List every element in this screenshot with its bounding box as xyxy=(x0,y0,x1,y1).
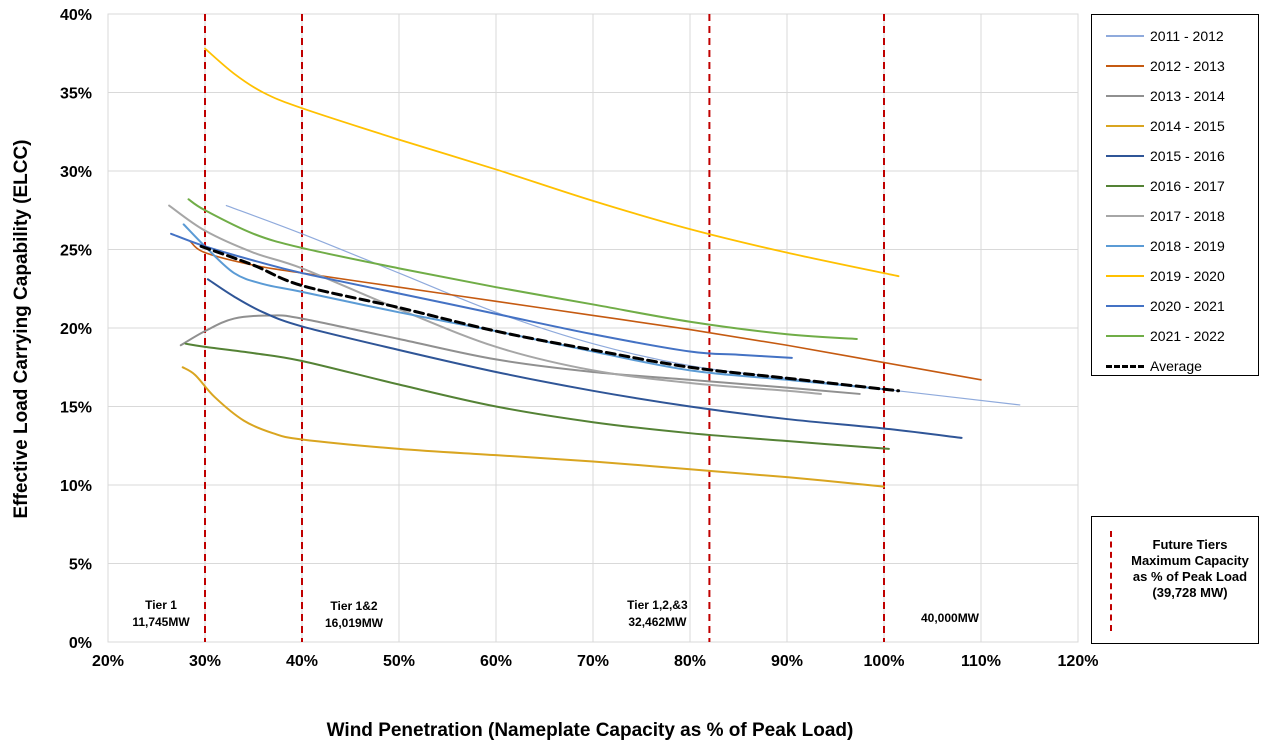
series-line-2015-2016 xyxy=(206,278,963,439)
tier-label: Tier 1&2 xyxy=(330,599,377,613)
tier-label: 32,462MW xyxy=(628,615,687,629)
tier-labels: Tier 1 11,745MW Tier 1&2 16,019MW Tier 1,2,&… xyxy=(132,598,979,630)
tier-label: 40,000MW xyxy=(921,611,980,625)
tier-label: 16,019MW xyxy=(325,616,384,630)
x-tick-label: 110% xyxy=(961,653,1001,670)
legend-item: 2018 - 2019 xyxy=(1092,236,1258,256)
series-line-2016-2017 xyxy=(184,342,890,450)
legend-item: 2020 - 2021 xyxy=(1092,296,1258,316)
legend: 2011 - 2012 2012 - 2013 2013 - 2014 2014 - … xyxy=(1091,14,1259,376)
y-tick-label: 15% xyxy=(60,400,92,417)
legend-swatch xyxy=(1106,35,1144,37)
y-axis-title: Effective Load Carrying Capability (ELCC… xyxy=(11,139,32,518)
tier-legend-dash-swatch xyxy=(1110,531,1112,631)
legend-swatch xyxy=(1106,215,1144,217)
legend-item: 2011 - 2012 xyxy=(1092,26,1258,46)
legend-label: Average xyxy=(1150,358,1202,374)
y-tick-label: 0% xyxy=(69,635,92,652)
legend-swatch xyxy=(1106,125,1144,127)
legend-label: 2016 - 2017 xyxy=(1150,178,1225,194)
legend-swatch xyxy=(1106,365,1144,368)
legend-item: 2014 - 2015 xyxy=(1092,116,1258,136)
legend-swatch xyxy=(1106,65,1144,67)
tier-label: 11,745MW xyxy=(132,615,190,629)
series-line-2013-2014 xyxy=(179,314,861,395)
y-tick-label: 10% xyxy=(60,478,92,495)
tier-legend-line-3: as % of Peak Load xyxy=(1132,569,1248,584)
tier-legend-line-2: Maximum Capacity xyxy=(1131,553,1249,568)
x-tick-label: 90% xyxy=(771,653,803,670)
grid-lines xyxy=(107,13,1079,643)
tier-legend-line-4: (39,728 MW) xyxy=(1152,585,1228,600)
x-tick-label: 40% xyxy=(286,653,318,670)
x-tick-label: 60% xyxy=(480,653,512,670)
x-tick-labels: 20% 30% 40% 50% 60% 70% 80% 90% 100% 110% 120% xyxy=(92,653,1098,670)
legend-swatch xyxy=(1106,335,1144,337)
legend-item: 2012 - 2013 xyxy=(1092,56,1258,76)
legend-label: 2017 - 2018 xyxy=(1150,208,1225,224)
legend-item: 2015 - 2016 xyxy=(1092,146,1258,166)
series-line-average xyxy=(199,244,901,393)
legend-item: 2021 - 2022 xyxy=(1092,326,1258,346)
tier-label: Tier 1,2,&3 xyxy=(627,598,688,612)
y-tick-label: 30% xyxy=(60,164,92,181)
x-tick-label: 80% xyxy=(674,653,706,670)
legend-item: 2017 - 2018 xyxy=(1092,206,1258,226)
x-tick-label: 100% xyxy=(864,653,905,670)
legend-swatch xyxy=(1106,95,1144,97)
series-line-2021-2022 xyxy=(187,198,858,340)
legend-label: 2011 - 2012 xyxy=(1150,28,1224,44)
data-series xyxy=(168,47,1021,488)
tier-lines xyxy=(204,14,885,642)
y-tick-label: 25% xyxy=(60,243,92,260)
y-tick-label: 40% xyxy=(60,7,92,24)
tier-legend: Future Tiers Maximum Capacity as % of Pe… xyxy=(1091,516,1259,644)
tier-legend-text: Future Tiers Maximum Capacity as % of Pe… xyxy=(1126,537,1254,601)
legend-item: 2016 - 2017 xyxy=(1092,176,1258,196)
y-tick-labels: 0% 5% 10% 15% 20% 25% 30% 35% 40% xyxy=(60,7,92,652)
legend-label: 2019 - 2020 xyxy=(1150,268,1225,284)
x-tick-label: 120% xyxy=(1058,653,1099,670)
legend-label: 2014 - 2015 xyxy=(1150,118,1225,134)
y-tick-label: 5% xyxy=(69,557,92,574)
legend-swatch xyxy=(1106,305,1144,307)
y-tick-label: 35% xyxy=(60,86,92,103)
legend-label: 2013 - 2014 xyxy=(1150,88,1225,104)
legend-item: 2019 - 2020 xyxy=(1092,266,1258,286)
tier-label: Tier 1 xyxy=(145,598,177,612)
y-tick-label: 20% xyxy=(60,321,92,338)
series-line-2017-2018 xyxy=(168,204,822,395)
x-tick-label: 50% xyxy=(383,653,415,670)
x-tick-label: 30% xyxy=(189,653,221,670)
legend-item: Average xyxy=(1092,356,1258,376)
series-line-2020-2021 xyxy=(170,232,793,359)
legend-swatch xyxy=(1106,155,1144,157)
plot-area xyxy=(107,13,1079,643)
series-line-2019-2020 xyxy=(204,47,900,278)
series-line-2012-2013 xyxy=(189,240,982,381)
legend-label: 2018 - 2019 xyxy=(1150,238,1225,254)
series-line-2014-2015 xyxy=(181,366,885,488)
legend-label: 2021 - 2022 xyxy=(1150,328,1225,344)
tier-legend-line-1: Future Tiers xyxy=(1152,537,1228,552)
legend-swatch xyxy=(1106,185,1144,187)
series-line-2018-2019 xyxy=(182,223,885,391)
x-tick-label: 70% xyxy=(577,653,609,670)
x-axis-title: Wind Penetration (Nameplate Capacity as … xyxy=(327,720,854,741)
legend-label: 2020 - 2021 xyxy=(1150,298,1225,314)
legend-item: 2013 - 2014 xyxy=(1092,86,1258,106)
legend-label: 2012 - 2013 xyxy=(1150,58,1225,74)
legend-swatch xyxy=(1106,275,1144,277)
x-tick-label: 20% xyxy=(92,653,124,670)
legend-swatch xyxy=(1106,245,1144,247)
legend-label: 2015 - 2016 xyxy=(1150,148,1225,164)
